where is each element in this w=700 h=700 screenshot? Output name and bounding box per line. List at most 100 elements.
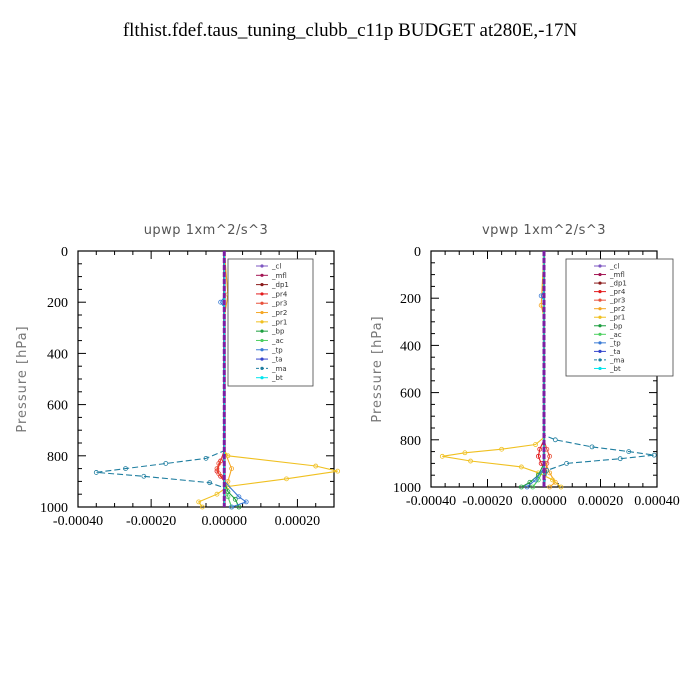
series-point-pr1 xyxy=(519,464,524,470)
legend-marker xyxy=(260,376,264,380)
panel-title: vpwp 1xm^2/s^3 xyxy=(482,223,606,238)
legend-marker xyxy=(260,357,264,361)
series-point-pr1 xyxy=(335,468,341,474)
legend-entry: _tp xyxy=(271,346,283,354)
legend-entry: _bp xyxy=(271,328,285,336)
y-tick-label: 1000 xyxy=(40,501,68,516)
legend-entry: _ac xyxy=(609,331,622,339)
series-point-pr3 xyxy=(216,471,222,477)
legend-marker xyxy=(260,366,264,370)
series-point-bp xyxy=(519,484,524,490)
series-point-ac xyxy=(535,477,541,483)
series-line-tp xyxy=(526,251,545,488)
series-group xyxy=(93,250,341,510)
y-tick-label: 0 xyxy=(414,245,421,260)
legend-entry: _pr4 xyxy=(609,288,626,296)
legend-marker xyxy=(598,307,602,311)
legend-marker xyxy=(598,324,602,328)
series-point-ma xyxy=(123,466,128,472)
legend-marker xyxy=(260,348,264,352)
legend-marker xyxy=(598,366,602,371)
series-point-tp xyxy=(218,299,224,305)
x-tick-label: -0.00020 xyxy=(462,494,512,509)
panel-title: upwp 1xm^2/s^3 xyxy=(144,223,269,238)
series-point-pr1 xyxy=(558,484,564,490)
legend-entry: _pr3 xyxy=(609,297,625,305)
series-point-tp xyxy=(243,499,249,505)
legend-marker xyxy=(598,341,602,345)
series-line-pr1 xyxy=(197,251,338,508)
series-point-pr1 xyxy=(468,458,473,464)
legend-entry: _dp1 xyxy=(271,281,289,289)
series-point-ma xyxy=(651,452,657,458)
legend-entry: _tp xyxy=(609,339,621,347)
legend-entry: _ta xyxy=(609,348,621,356)
series-point-pr1 xyxy=(550,477,555,483)
legend: _cl_mfl_dp1_pr4_pr3_pr2_pr1_bp_ac_tp_ta_… xyxy=(227,258,314,387)
series-point-pr3 xyxy=(547,453,553,459)
legend-box xyxy=(227,258,314,387)
series-point-ma xyxy=(203,455,209,461)
legend-marker xyxy=(260,301,264,305)
x-tick-label: 0.00000 xyxy=(521,494,567,509)
series-point-tp xyxy=(524,484,530,490)
legend-entry: _ta xyxy=(271,356,283,364)
y-tick-label: 1000 xyxy=(393,481,421,496)
series-point-pr2 xyxy=(538,302,544,308)
series-point-pr2 xyxy=(229,466,235,472)
series-point-ma xyxy=(163,461,169,466)
panel-1: 0 200 400 600 800 1000-0.00040 -0.00020 0.00000… xyxy=(15,223,341,529)
legend-marker xyxy=(598,281,602,285)
y-tick-label: 600 xyxy=(400,387,421,402)
series-point-tp xyxy=(229,504,235,510)
series-point-pr1 xyxy=(214,491,220,497)
series-point-ma xyxy=(552,437,558,443)
series-point-pr1 xyxy=(225,453,231,459)
legend-entry: _pr2 xyxy=(271,309,287,317)
y-tick-label: 400 xyxy=(47,347,68,362)
legend-marker xyxy=(598,349,602,353)
legend-entry: _mfl xyxy=(609,271,625,279)
legend-entry: _bp xyxy=(609,322,623,330)
legend-entry: _dp1 xyxy=(609,280,627,288)
x-tick-label: 0.00000 xyxy=(202,514,248,529)
legend-marker xyxy=(598,290,602,294)
series-point-pr3 xyxy=(214,466,220,472)
series-point-ma xyxy=(141,473,147,479)
series-point-tp xyxy=(236,494,242,500)
legend-marker xyxy=(260,310,264,315)
legend-marker xyxy=(260,338,264,343)
legend-entry: _mfl xyxy=(271,272,287,280)
legend-entry: _ma xyxy=(271,365,287,373)
legend-marker xyxy=(598,315,602,319)
legend-entry: _pr3 xyxy=(271,300,287,308)
legend-marker xyxy=(260,264,264,268)
x-tick-label: -0.00040 xyxy=(53,514,103,529)
x-tick-label: -0.00040 xyxy=(406,494,456,509)
series-point-pr1 xyxy=(533,442,538,447)
y-tick-label: 800 xyxy=(47,450,68,465)
legend-entry: _ac xyxy=(271,337,284,345)
series-point-pr2 xyxy=(552,479,558,485)
legend-marker xyxy=(598,264,602,268)
series-point-pr1 xyxy=(313,463,319,469)
series-point-ma xyxy=(617,456,623,462)
y-tick-label: 200 xyxy=(400,292,421,307)
series-point-pr4 xyxy=(535,453,541,459)
y-tick-label: 600 xyxy=(47,399,68,414)
legend-marker xyxy=(598,332,602,336)
legend-marker xyxy=(260,283,264,287)
series-point-ac xyxy=(530,484,536,490)
series-point-ma xyxy=(93,470,99,475)
legend-marker xyxy=(598,272,602,277)
series-line-ma xyxy=(543,251,655,488)
series-point-pr1 xyxy=(462,450,468,456)
panel-2: 0 200 400 600 800 1000-0.00040 -0.00020 0.00000… xyxy=(370,223,680,509)
legend-entry: _cl xyxy=(271,263,281,271)
legend-marker xyxy=(260,292,264,296)
legend-entry: _pr4 xyxy=(271,290,288,298)
legend-entry: _ma xyxy=(609,356,625,364)
legend: _cl_mfl_dp1_pr4_pr3_pr2_pr1_bp_ac_tp_ta_… xyxy=(565,258,674,377)
x-tick-label: 0.00020 xyxy=(578,494,624,509)
series-line-ma xyxy=(96,251,225,507)
